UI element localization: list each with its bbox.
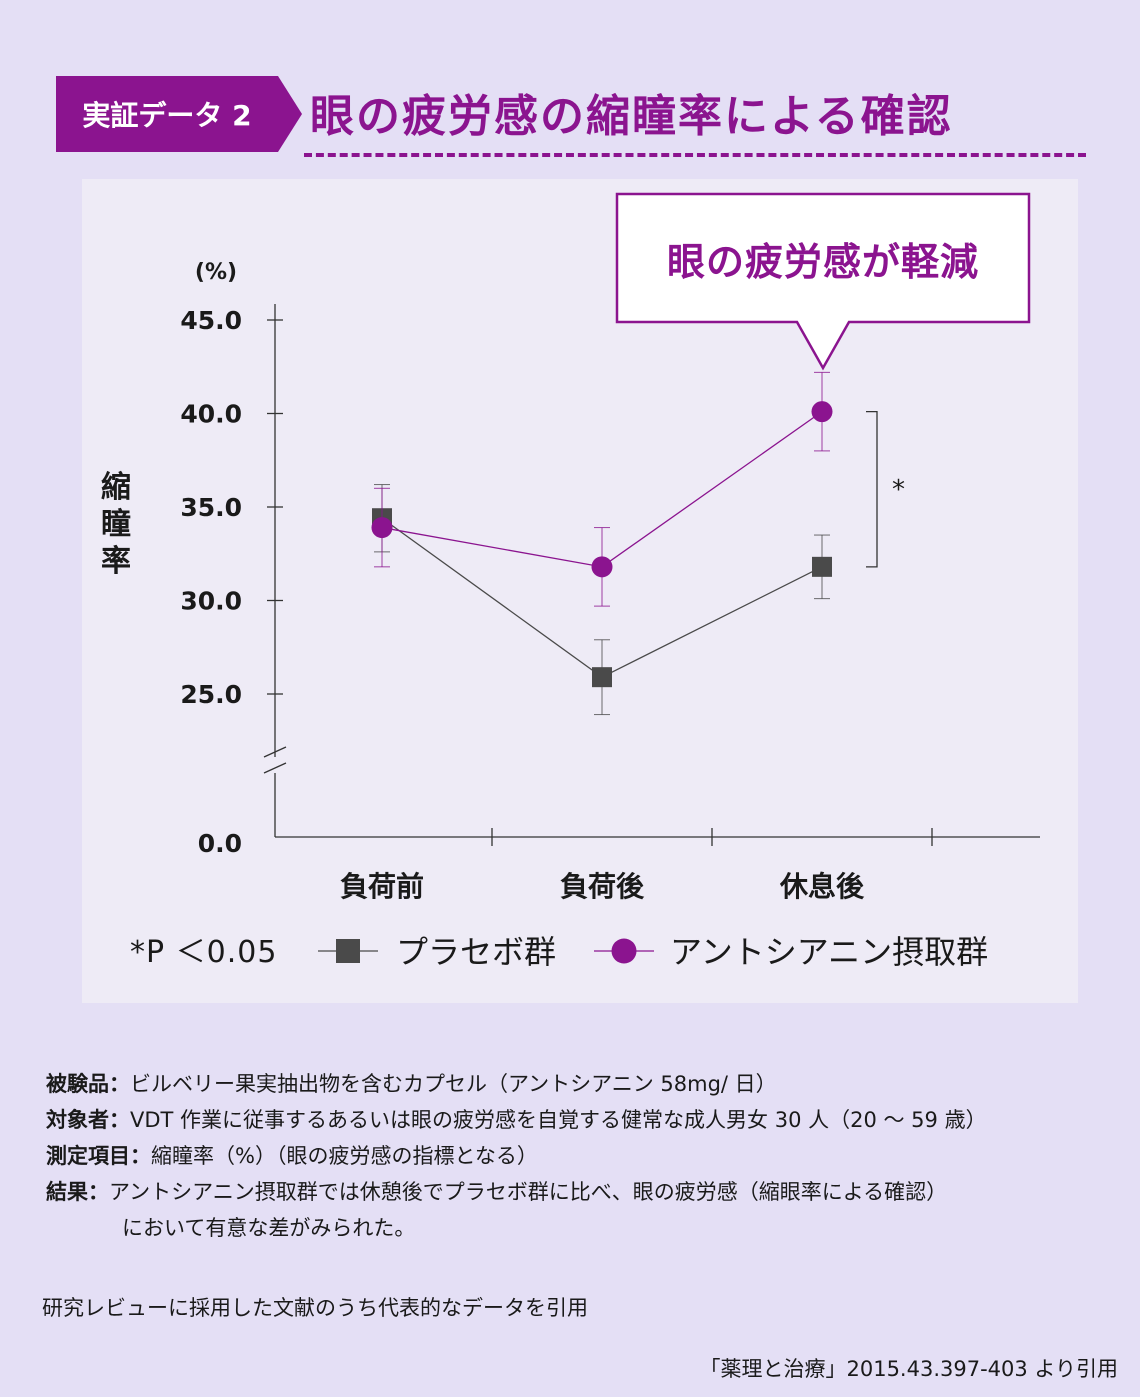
y-axis-unit: (%) bbox=[195, 260, 237, 285]
tag-arrow bbox=[278, 76, 302, 152]
y-axis-title-char: 縮 bbox=[101, 470, 131, 505]
note-key: 測定項目： bbox=[46, 1144, 151, 1168]
source-citation: 「薬理と治療」2015.43.397-403 より引用 bbox=[699, 1357, 1118, 1381]
y-tick-label: 25.0 bbox=[180, 680, 242, 709]
note-text: ビルベリー果実抽出物を含むカプセル（アントシアニン 58mg/ 日） bbox=[130, 1072, 777, 1096]
significance-marker: * bbox=[892, 475, 905, 505]
note-row: 対象者： VDT 作業に従事するあるいは眼の疲労感を自覚する健常な成人男女 30… bbox=[46, 1102, 987, 1138]
note-text: VDT 作業に従事するあるいは眼の疲労感を自覚する健常な成人男女 30 人（20… bbox=[130, 1108, 987, 1132]
title-underline bbox=[304, 153, 1086, 157]
note-continuation: において有意な差がみられた。 bbox=[122, 1216, 416, 1240]
x-tick-label: 負荷後 bbox=[560, 870, 645, 903]
legend-anthocyanin-marker bbox=[611, 938, 637, 964]
study-notes: 被験品： ビルベリー果実抽出物を含むカプセル（アントシアニン 58mg/ 日） … bbox=[46, 1066, 987, 1246]
y-tick-label: 45.0 bbox=[180, 306, 242, 335]
axis-break-mark bbox=[263, 746, 287, 758]
chart-svg: 45.0 40.0 35.0 30.0 25.0 0.0 (%) 負荷前 負荷後 休息後 bbox=[180, 192, 1040, 964]
axis-break-mark bbox=[263, 762, 287, 774]
x-tick-label: 負荷前 bbox=[340, 870, 424, 903]
data-point bbox=[371, 517, 393, 539]
y-tick-label: 35.0 bbox=[180, 493, 242, 522]
note-row: 結果： アントシアニン摂取群では休憩後でプラセボ群に比べ、眼の疲労感（縮眼率によ… bbox=[46, 1174, 987, 1210]
chart-panel: 45.0 40.0 35.0 30.0 25.0 0.0 (%) 負荷前 負荷後 休息後 眼の疲労… bbox=[82, 179, 1078, 1003]
data-point bbox=[591, 556, 613, 578]
y-axis-title-char: 瞳 bbox=[101, 507, 131, 542]
note-key: 結果： bbox=[46, 1180, 109, 1204]
note-text: アントシアニン摂取群では休憩後でプラセボ群に比べ、眼の疲労感（縮眼率による確認） bbox=[109, 1180, 948, 1204]
legend-placebo-marker bbox=[336, 939, 360, 963]
note-row: 測定項目： 縮瞳率（%）（眼の疲労感の指標となる） bbox=[46, 1138, 987, 1174]
legend-anthocyanin-label: アントシアニン摂取群 bbox=[670, 933, 989, 971]
note-key: 被験品： bbox=[46, 1072, 130, 1096]
data-point bbox=[811, 401, 833, 423]
data-point bbox=[812, 556, 832, 577]
legend-placebo-label: プラセボ群 bbox=[396, 933, 557, 971]
y-axis-title: 縮瞳率 bbox=[96, 469, 136, 580]
legend-significance: *P ＜0.05 bbox=[130, 935, 278, 970]
y-tick-label: 40.0 bbox=[180, 400, 242, 429]
callout-text: 眼の疲労感が軽減 bbox=[666, 240, 979, 284]
note-key: 対象者： bbox=[46, 1108, 130, 1132]
section-tag: 実証データ 2 bbox=[56, 76, 278, 152]
x-tick-label: 休息後 bbox=[779, 870, 865, 903]
study-note: 研究レビューに採用した文献のうち代表的なデータを引用 bbox=[42, 1296, 588, 1320]
callout-box bbox=[615, 192, 1031, 371]
data-point bbox=[592, 667, 612, 688]
page-title: 眼の疲労感の縮瞳率による確認 bbox=[310, 91, 953, 142]
y-tick-label: 30.0 bbox=[180, 587, 242, 616]
y-axis-title-char: 率 bbox=[101, 544, 131, 579]
y-tick-label: 0.0 bbox=[198, 829, 242, 858]
note-row: 被験品： ビルベリー果実抽出物を含むカプセル（アントシアニン 58mg/ 日） bbox=[46, 1066, 987, 1102]
note-text: 縮瞳率（%）（眼の疲労感の指標となる） bbox=[151, 1144, 538, 1168]
significance-bracket bbox=[866, 410, 878, 568]
